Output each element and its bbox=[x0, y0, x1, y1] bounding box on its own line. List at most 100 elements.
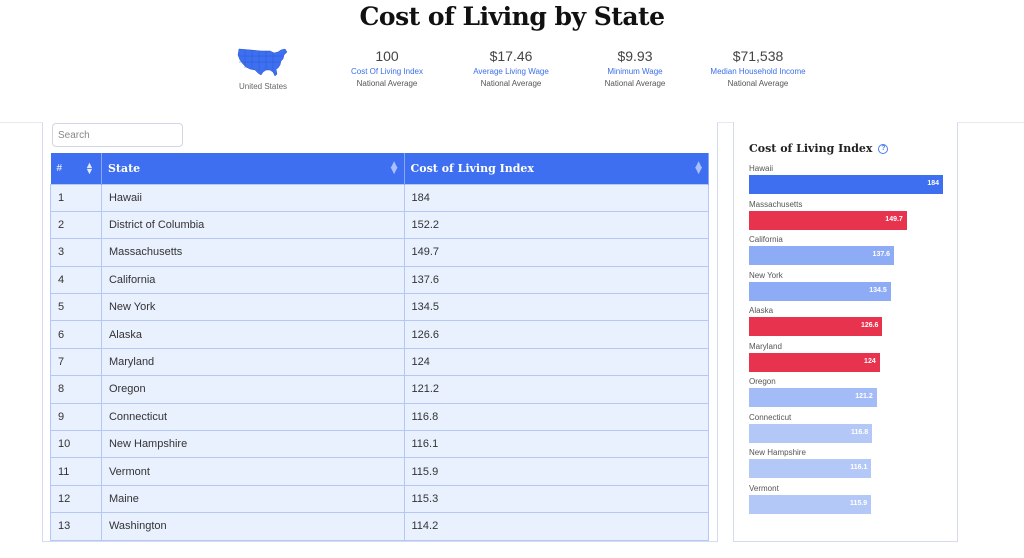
table-row[interactable]: 13 Washington 114.2 bbox=[50, 512, 709, 541]
index-cell: 149.7 bbox=[403, 238, 709, 267]
stat-link[interactable]: Median Household Income bbox=[710, 67, 806, 76]
index-cell: 116.8 bbox=[403, 402, 709, 432]
rank-cell: 2 bbox=[50, 210, 102, 240]
table-row[interactable]: 4 California 137.6 bbox=[50, 265, 709, 295]
bar-row: Oregon 121.2 bbox=[749, 377, 949, 410]
rank-cell: 5 bbox=[50, 293, 102, 322]
stat-link[interactable]: Minimum Wage bbox=[607, 67, 663, 76]
sort-icon: ▲ ▼ bbox=[85, 160, 94, 176]
page-title: Cost of Living by State bbox=[359, 2, 665, 31]
index-cell: 116.1 bbox=[403, 430, 709, 459]
sort-icon: ▲ ▼ bbox=[695, 160, 702, 176]
bar[interactable]: 121.2 bbox=[749, 388, 877, 407]
index-cell: 126.6 bbox=[403, 320, 709, 349]
column-header-state[interactable]: State ▲ ▼ bbox=[101, 153, 405, 184]
rank-cell: 9 bbox=[50, 402, 102, 432]
bar-row: Maryland 124 bbox=[749, 342, 949, 375]
index-cell: 137.6 bbox=[403, 265, 709, 295]
stat-sub: National Average bbox=[604, 79, 666, 88]
table-row[interactable]: 6 Alaska 126.6 bbox=[50, 320, 709, 349]
state-cell: Maryland bbox=[100, 347, 405, 377]
bar[interactable]: 116.8 bbox=[749, 423, 873, 443]
bar-row: New Hampshire 116.1 bbox=[749, 448, 949, 481]
bar-row: Alaska 126.6 bbox=[749, 306, 949, 339]
table-row[interactable]: 11 Vermont 115.9 bbox=[50, 457, 709, 486]
rank-cell: 11 bbox=[50, 457, 102, 486]
stat-sub: National Average bbox=[480, 79, 542, 88]
chart-panel: Cost of Living Index ? Hawaii 184 Massachu… bbox=[733, 122, 958, 542]
bar[interactable]: 134.5 bbox=[749, 281, 891, 301]
state-cell: New York bbox=[100, 293, 405, 322]
bar-label: Massachusetts bbox=[749, 199, 803, 209]
rank-cell: 10 bbox=[50, 430, 102, 459]
bar-label: Alaska bbox=[749, 306, 774, 315]
bar-label: Maryland bbox=[749, 341, 782, 351]
bar-label: New York bbox=[749, 270, 783, 280]
state-cell: California bbox=[100, 265, 405, 295]
table-header-row: # ▲ ▼ State ▲ ▼ Cost of Living Index ▲ ▼ bbox=[50, 153, 709, 184]
stat-sub: National Average bbox=[356, 79, 418, 88]
bar[interactable]: 184 bbox=[749, 175, 943, 194]
stat-value: $9.93 bbox=[617, 48, 653, 64]
index-cell: 115.9 bbox=[403, 457, 709, 486]
bar-row: New York 134.5 bbox=[749, 271, 949, 304]
state-cell: District of Columbia bbox=[100, 210, 405, 240]
table-row[interactable]: 5 New York 134.5 bbox=[50, 293, 709, 322]
state-cell: Maine bbox=[100, 484, 405, 514]
state-cell: Hawaii bbox=[100, 183, 405, 212]
stat-value: 100 bbox=[375, 48, 399, 64]
state-cell: Washington bbox=[100, 512, 405, 541]
index-cell: 121.2 bbox=[403, 375, 709, 404]
table-row[interactable]: 10 New Hampshire 116.1 bbox=[50, 430, 709, 459]
table-row[interactable]: 9 Connecticut 116.8 bbox=[50, 402, 709, 432]
chart-title-text: Cost of Living Index bbox=[749, 142, 873, 155]
rank-cell: 12 bbox=[50, 484, 102, 514]
table-row[interactable]: 1 Hawaii 184 bbox=[50, 183, 709, 212]
state-cell: New Hampshire bbox=[100, 430, 405, 459]
bar[interactable]: 124 bbox=[749, 352, 880, 372]
us-map-icon bbox=[237, 48, 288, 77]
bar-label: Oregon bbox=[749, 377, 776, 386]
column-header-num[interactable]: # ▲ ▼ bbox=[50, 153, 102, 184]
bar-label: Vermont bbox=[749, 483, 779, 493]
bar[interactable]: 126.6 bbox=[749, 317, 883, 336]
table-row[interactable]: 3 Massachusetts 149.7 bbox=[50, 238, 709, 267]
info-icon[interactable]: ? bbox=[878, 144, 889, 154]
index-cell: 115.3 bbox=[403, 484, 709, 514]
index-cell: 124 bbox=[403, 347, 709, 377]
chart-title: Cost of Living Index ? bbox=[749, 142, 889, 155]
bar-row: California 137.6 bbox=[749, 235, 949, 268]
bar-value-label: 124 bbox=[864, 357, 876, 365]
index-cell: 114.2 bbox=[403, 512, 709, 541]
stat-sub: National Average bbox=[727, 79, 789, 88]
bar-label: Hawaii bbox=[749, 164, 774, 173]
page-header: Cost of Living by State United States 10… bbox=[0, 0, 1024, 123]
bar[interactable]: 116.1 bbox=[749, 459, 872, 478]
rank-cell: 3 bbox=[50, 238, 102, 267]
stat-link[interactable]: Average Living Wage bbox=[473, 67, 549, 76]
bar-value-label: 134.5 bbox=[869, 286, 887, 294]
index-cell: 184 bbox=[403, 183, 709, 212]
sort-icon: ▲ ▼ bbox=[390, 160, 398, 176]
bar[interactable]: 115.9 bbox=[749, 494, 872, 514]
stat-cost-index: 100 Cost Of Living Index National Averag… bbox=[322, 48, 452, 90]
column-header-index[interactable]: Cost of Living Index ▲ ▼ bbox=[404, 153, 709, 184]
table-row[interactable]: 12 Maine 115.3 bbox=[50, 484, 709, 514]
table-row[interactable]: 8 Oregon 121.2 bbox=[50, 375, 709, 404]
rank-cell: 8 bbox=[50, 375, 102, 404]
state-cell: Connecticut bbox=[100, 402, 405, 432]
bar[interactable]: 149.7 bbox=[749, 210, 907, 230]
bar-value-label: 121.2 bbox=[855, 393, 873, 400]
table-row[interactable]: 2 District of Columbia 152.2 bbox=[50, 210, 709, 240]
search-input[interactable] bbox=[52, 123, 183, 147]
rank-cell: 13 bbox=[50, 512, 102, 541]
table-panel: # ▲▼ State ▲▼ Cost of Living Index ▲▼ 1H… bbox=[42, 122, 718, 542]
bar-label: California bbox=[749, 235, 783, 244]
us-summary: United States bbox=[232, 46, 294, 91]
index-cell: 134.5 bbox=[403, 293, 709, 322]
bar[interactable]: 137.6 bbox=[749, 246, 895, 265]
stat-link[interactable]: Cost Of Living Index bbox=[350, 67, 424, 76]
bar-row: Hawaii 184 bbox=[749, 164, 949, 197]
table-row[interactable]: 7 Maryland 124 bbox=[50, 347, 709, 377]
